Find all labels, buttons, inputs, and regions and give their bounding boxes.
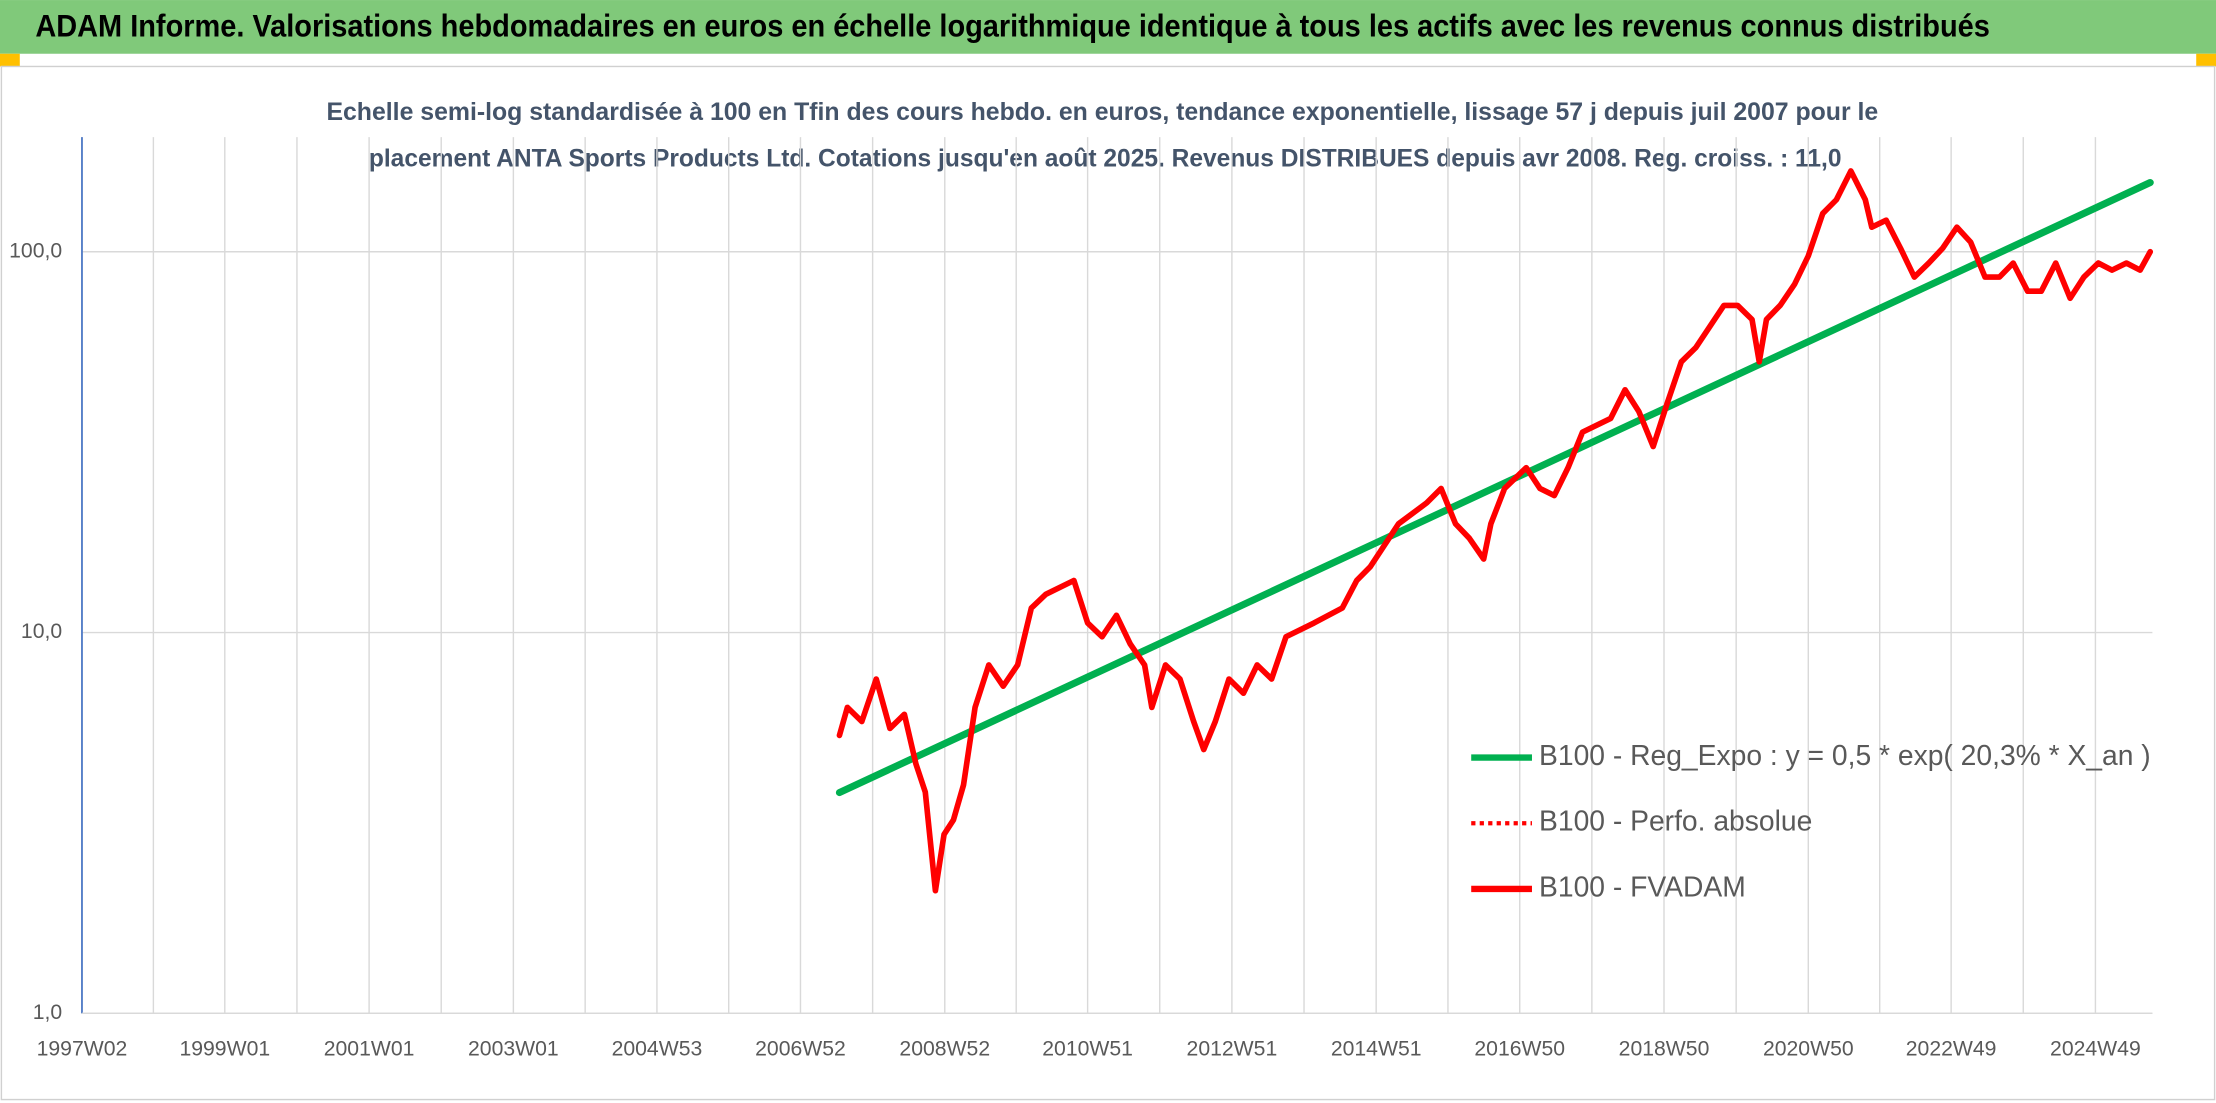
x-tick-label: 2010W51 [1042, 1038, 1133, 1061]
x-tick-label: 2012W51 [1187, 1038, 1278, 1061]
x-tick-label: 2001W01 [324, 1038, 415, 1061]
x-tick-label: 1997W02 [37, 1038, 128, 1061]
chart-subtitle: Echelle semi-log standardisée à 100 en T… [326, 98, 1878, 126]
chart-title: ADAM Informe. Valorisations hebdomadaire… [35, 9, 1990, 44]
x-tick-label: 2022W49 [1906, 1038, 1997, 1061]
x-tick-label: 2024W49 [2050, 1038, 2141, 1061]
x-tick-label: 2020W50 [1763, 1038, 1854, 1061]
y-tick-label: 10,0 [21, 620, 62, 643]
y-tick-label: 100,0 [9, 239, 62, 262]
y-tick-label: 1,0 [33, 1001, 62, 1024]
x-tick-label: 1999W01 [179, 1038, 270, 1061]
series-line [835, 178, 2154, 797]
x-tick-label: 2018W50 [1619, 1038, 1710, 1061]
corner-mark [2196, 53, 2216, 67]
corner-mark [0, 53, 20, 67]
legend-label: B100 - FVADAM [1539, 870, 1746, 902]
x-tick-label: 2004W53 [612, 1038, 703, 1061]
x-tick-label: 2008W52 [899, 1038, 990, 1061]
series-line [836, 168, 2154, 894]
legend: B100 - Reg_Expo : y = 0,5 * exp( 20,3% *… [1471, 739, 2151, 902]
x-tick-label: 2016W50 [1474, 1038, 1565, 1061]
x-tick-label: 2014W51 [1331, 1038, 1422, 1061]
title-band [0, 0, 2216, 54]
x-tick-label: 2006W52 [755, 1038, 846, 1061]
plot [835, 168, 2154, 894]
chart-subtitle: placement ANTA Sports Products Ltd. Cota… [369, 144, 1842, 172]
legend-label: B100 - Perfo. absolue [1539, 805, 1812, 837]
chart-frame [0, 65, 2216, 1101]
x-tick-label: 2003W01 [468, 1038, 559, 1061]
legend-label: B100 - Reg_Expo : y = 0,5 * exp( 20,3% *… [1539, 739, 2151, 771]
